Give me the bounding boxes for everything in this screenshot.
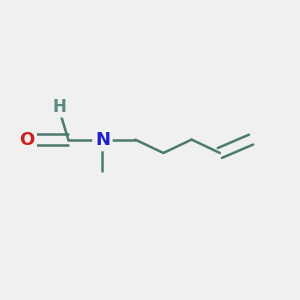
Text: N: N bbox=[95, 130, 110, 148]
Text: H: H bbox=[52, 98, 66, 116]
Text: O: O bbox=[19, 130, 34, 148]
